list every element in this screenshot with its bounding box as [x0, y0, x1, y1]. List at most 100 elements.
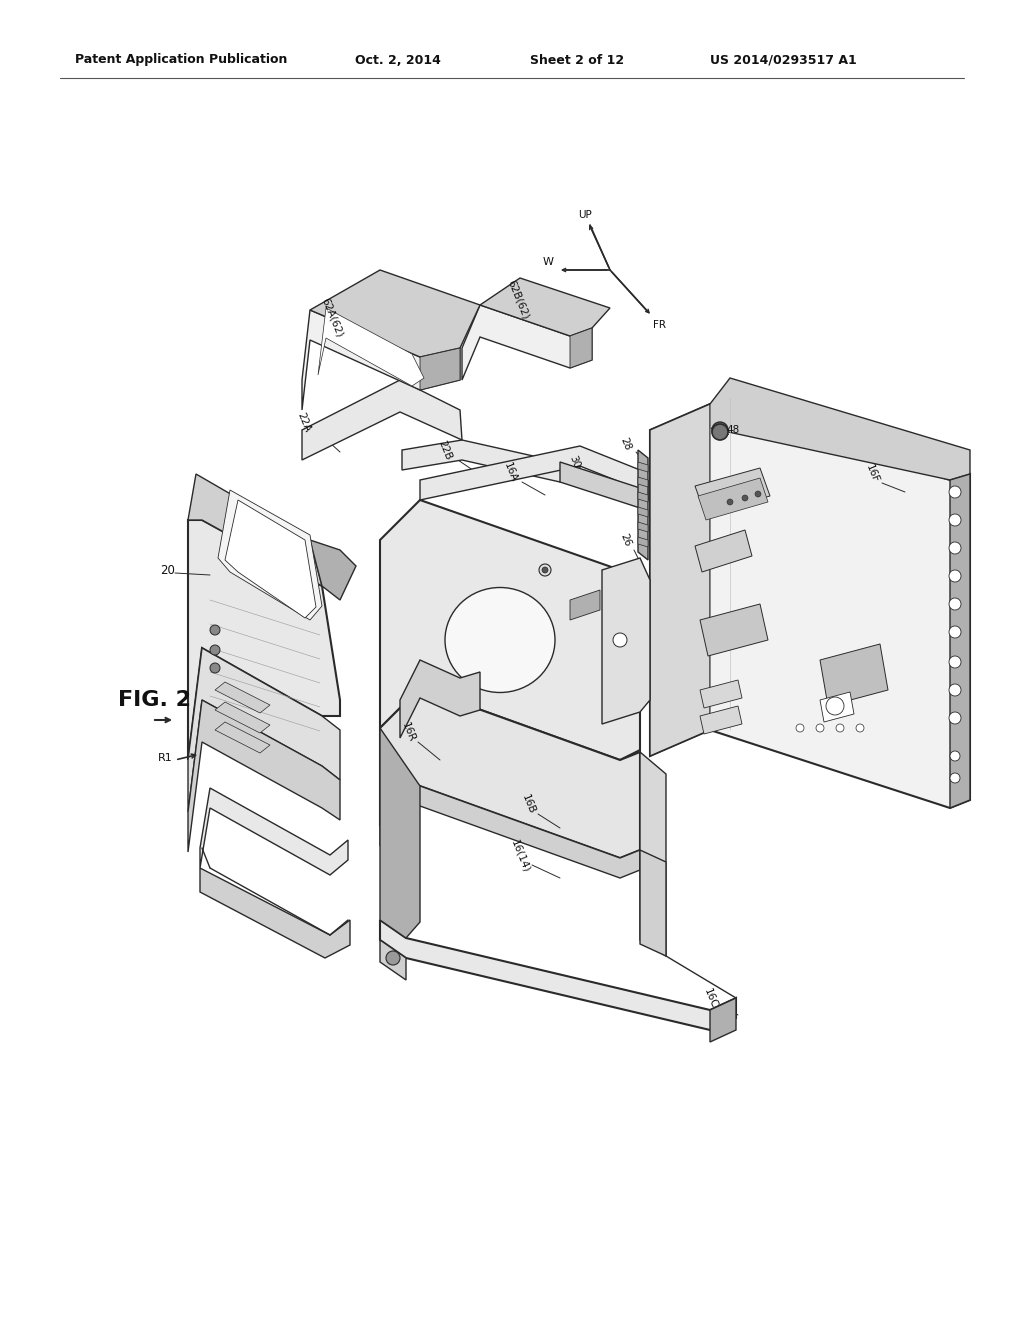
Polygon shape — [310, 271, 480, 356]
Circle shape — [949, 486, 961, 498]
Text: Patent Application Publication: Patent Application Publication — [75, 54, 288, 66]
Polygon shape — [462, 305, 592, 380]
Polygon shape — [225, 500, 316, 618]
Text: 28: 28 — [618, 436, 633, 451]
Polygon shape — [218, 490, 322, 620]
Text: W: W — [543, 257, 554, 267]
Polygon shape — [700, 680, 742, 708]
Polygon shape — [400, 660, 480, 738]
Text: 16C: 16C — [701, 986, 719, 1010]
Text: 62A(62): 62A(62) — [319, 297, 344, 339]
Circle shape — [949, 570, 961, 582]
Text: 22B: 22B — [436, 438, 454, 461]
Polygon shape — [650, 404, 970, 808]
Polygon shape — [560, 462, 648, 508]
Polygon shape — [700, 605, 768, 656]
Polygon shape — [310, 540, 356, 601]
Polygon shape — [640, 850, 666, 956]
Circle shape — [856, 723, 864, 733]
Polygon shape — [402, 440, 580, 482]
Circle shape — [742, 495, 748, 502]
Polygon shape — [318, 308, 424, 385]
Circle shape — [712, 424, 728, 440]
Text: 48: 48 — [726, 425, 739, 436]
Circle shape — [949, 656, 961, 668]
Polygon shape — [570, 590, 600, 620]
Polygon shape — [188, 474, 322, 586]
Polygon shape — [638, 521, 648, 532]
Polygon shape — [380, 500, 640, 760]
Text: UP: UP — [579, 210, 592, 220]
Polygon shape — [698, 478, 768, 520]
Circle shape — [796, 723, 804, 733]
Text: 62B(62): 62B(62) — [506, 279, 530, 321]
Polygon shape — [710, 378, 970, 480]
Polygon shape — [480, 279, 610, 337]
Circle shape — [950, 751, 961, 762]
Polygon shape — [650, 404, 710, 756]
Ellipse shape — [445, 587, 555, 693]
Circle shape — [613, 634, 627, 647]
Polygon shape — [380, 729, 420, 939]
Circle shape — [949, 543, 961, 554]
Polygon shape — [710, 998, 736, 1041]
Circle shape — [712, 422, 728, 438]
Polygon shape — [215, 682, 270, 713]
Circle shape — [949, 626, 961, 638]
Circle shape — [949, 711, 961, 723]
Polygon shape — [188, 520, 340, 760]
Circle shape — [949, 598, 961, 610]
Circle shape — [816, 723, 824, 733]
Polygon shape — [420, 446, 640, 500]
Polygon shape — [380, 920, 736, 1030]
Text: FIG. 2: FIG. 2 — [118, 690, 191, 710]
Circle shape — [210, 624, 220, 635]
Polygon shape — [302, 310, 460, 411]
Polygon shape — [695, 469, 770, 513]
Polygon shape — [700, 706, 742, 734]
Text: US 2014/0293517 A1: US 2014/0293517 A1 — [710, 54, 857, 66]
Polygon shape — [380, 940, 406, 979]
Text: 20: 20 — [160, 564, 175, 577]
Text: 16A: 16A — [502, 461, 518, 483]
Polygon shape — [200, 788, 348, 875]
Polygon shape — [420, 348, 460, 389]
Polygon shape — [638, 537, 648, 546]
Polygon shape — [950, 474, 970, 808]
Text: 16R: 16R — [399, 721, 417, 743]
Text: 16F: 16F — [864, 463, 881, 484]
Circle shape — [727, 499, 733, 506]
Text: 30: 30 — [567, 454, 581, 470]
Circle shape — [836, 723, 844, 733]
Circle shape — [210, 645, 220, 655]
Polygon shape — [695, 531, 752, 572]
Polygon shape — [302, 380, 462, 459]
Polygon shape — [380, 688, 640, 858]
Circle shape — [826, 697, 844, 715]
Polygon shape — [188, 700, 340, 851]
Polygon shape — [638, 492, 648, 502]
Polygon shape — [638, 477, 648, 487]
Polygon shape — [570, 327, 592, 368]
Circle shape — [386, 950, 400, 965]
Text: Oct. 2, 2014: Oct. 2, 2014 — [355, 54, 441, 66]
Text: 26: 26 — [618, 532, 633, 548]
Text: Sheet 2 of 12: Sheet 2 of 12 — [530, 54, 624, 66]
Polygon shape — [638, 462, 648, 473]
Polygon shape — [820, 692, 854, 722]
Polygon shape — [602, 558, 650, 723]
Circle shape — [755, 491, 761, 498]
Polygon shape — [820, 644, 888, 706]
Text: 16B: 16B — [519, 793, 537, 816]
Text: R1: R1 — [158, 752, 173, 763]
Polygon shape — [640, 752, 666, 956]
Circle shape — [949, 513, 961, 525]
Polygon shape — [638, 507, 648, 517]
Polygon shape — [200, 869, 350, 958]
Circle shape — [539, 564, 551, 576]
Circle shape — [210, 663, 220, 673]
Polygon shape — [380, 785, 640, 878]
Polygon shape — [638, 450, 648, 560]
Text: 22A: 22A — [296, 411, 312, 433]
Circle shape — [949, 684, 961, 696]
